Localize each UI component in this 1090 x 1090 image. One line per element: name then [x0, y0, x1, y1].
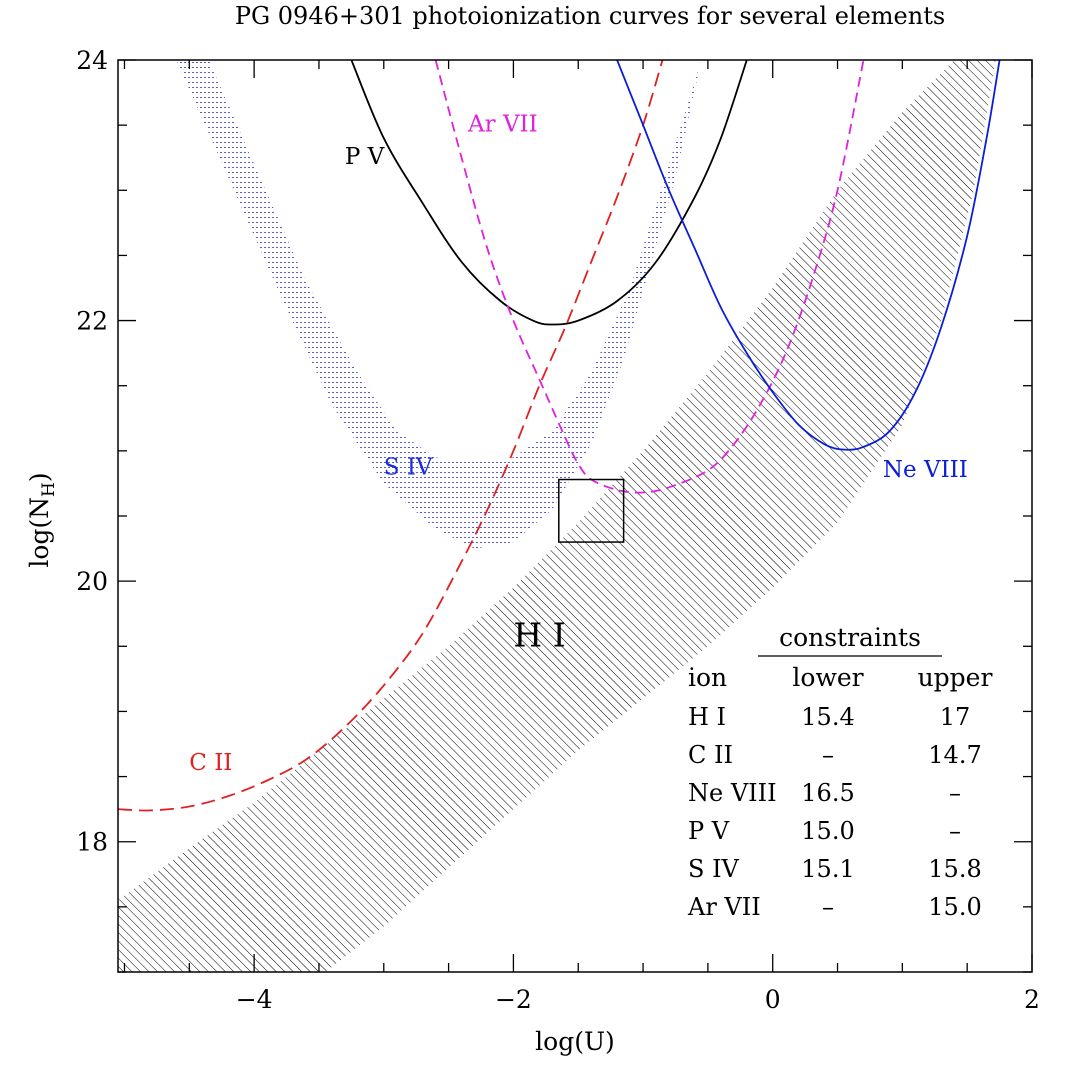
- h-i-band: [118, 60, 996, 972]
- y-tick-label: 24: [76, 46, 108, 75]
- constraints-heading: constraints: [779, 623, 921, 652]
- x-tick-label: 2: [1024, 985, 1040, 1014]
- s-iv-label: S IV: [384, 454, 433, 480]
- constraints-column-header: upper: [918, 663, 993, 692]
- p-v-curve: [350, 60, 748, 326]
- c-ii-curve: [118, 60, 664, 812]
- constraints-cell: 15.0: [801, 817, 854, 845]
- x-tick-label: −4: [236, 985, 273, 1014]
- y-tick-label: 20: [76, 567, 108, 596]
- constraints-cell: –: [949, 817, 961, 845]
- constraints-cell: P V: [688, 817, 730, 845]
- constraints-cell: 15.4: [801, 703, 854, 731]
- x-tick-label: −2: [495, 985, 532, 1014]
- ne-viii-curve: [616, 60, 1001, 451]
- ne-viii-label: Ne VIII: [883, 457, 968, 483]
- constraints-cell: H I: [688, 703, 726, 731]
- constraints-cell: C II: [688, 741, 733, 769]
- constraints-cell: 15.0: [928, 893, 981, 921]
- constraints-cell: Ne VIII: [688, 779, 777, 807]
- y-axis-label-base: log(N: [25, 497, 54, 568]
- x-tick-label: 0: [765, 985, 781, 1014]
- h-i-label: H I: [513, 615, 565, 654]
- y-tick-label: 18: [76, 828, 108, 857]
- y-tick-label: 22: [76, 307, 108, 336]
- constraints-cell: 15.8: [928, 855, 981, 883]
- ar-vii-label: Ar VII: [467, 112, 538, 138]
- constraints-column-header: lower: [792, 663, 863, 692]
- p-v-label: P V: [345, 144, 385, 170]
- ion-curves: [118, 60, 1001, 812]
- constraints-column-header: ion: [688, 663, 727, 692]
- constraints-cell: S IV: [688, 855, 740, 883]
- axis-ticks: −4 −2 0 2 18 20 22 24: [76, 46, 1040, 1014]
- x-axis-label: log(U): [535, 1027, 615, 1056]
- constraint-region: [558, 478, 625, 543]
- constraints-cell: 15.1: [801, 855, 854, 883]
- c-ii-label: C II: [189, 750, 232, 776]
- shaded-bands: [118, 60, 996, 972]
- curve-labels: P V Ar VII S IV Ne VIII H I C II: [189, 112, 968, 776]
- constraints-cell: –: [949, 779, 961, 807]
- constraints-cell: 14.7: [928, 741, 981, 769]
- y-axis-label-subscript: H: [39, 482, 59, 497]
- y-axis-label-close: ): [25, 472, 54, 482]
- y-axis-label: log(NH): [25, 472, 59, 567]
- constraints-cell: Ar VII: [687, 893, 761, 921]
- constraints-cell: –: [822, 741, 834, 769]
- constraints-cell: –: [822, 893, 834, 921]
- s-iv-band: [176, 60, 702, 549]
- ar-vii-curve: [434, 60, 865, 494]
- constraint-box: [558, 478, 625, 543]
- constraints-table: constraints ion lower upper H I 15.4 17 C II – 14…: [687, 623, 992, 921]
- chart-title: PG 0946+301 photoionization curves for s…: [235, 2, 945, 30]
- constraints-cell: 17: [940, 703, 971, 731]
- constraints-cell: 16.5: [801, 779, 854, 807]
